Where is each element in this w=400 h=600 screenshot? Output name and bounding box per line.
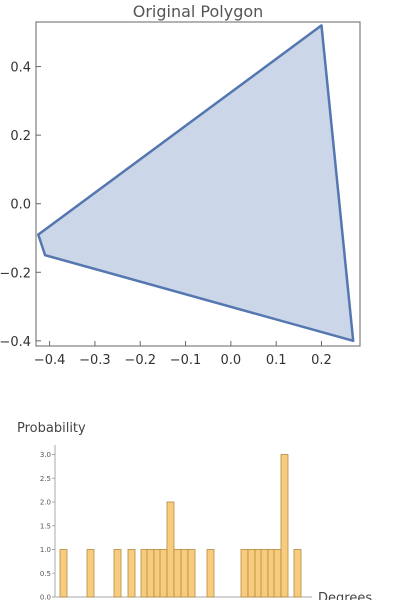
polygon-x-tick-label: 0.1 (266, 353, 287, 368)
histogram-bars (59, 454, 302, 598)
histogram-bar (280, 454, 289, 598)
histogram-y-tick-label: 1.5 (40, 522, 51, 530)
polygon-x-tick-label: −0.4 (34, 353, 66, 368)
polygon-chart: Original Polygon −0.4 −0.3 −0.2 −0.1 0.0 0.1 0… (0, 2, 361, 368)
histogram-bar (113, 549, 122, 598)
histogram-bar (146, 549, 155, 598)
polygon-x-tick-label: −0.2 (124, 353, 156, 368)
histogram-bar (59, 549, 68, 598)
histogram-bar (260, 549, 269, 598)
polygon-x-axis: −0.4 −0.3 −0.2 −0.1 0.0 0.1 0.2 (34, 341, 332, 368)
polygon-y-tick-label: 0.4 (10, 61, 31, 76)
histogram-x-axis-label: Degrees (318, 591, 372, 600)
histogram-bar (173, 549, 182, 598)
histogram-y-tick-label: 2.0 (40, 499, 51, 507)
polygon-chart-title: Original Polygon (133, 2, 264, 21)
histogram-bar (159, 549, 168, 598)
histogram-y-tick-label: 0.5 (40, 570, 51, 578)
polygon-x-tick-label: 0.2 (311, 353, 332, 368)
histogram-chart: Probability Degrees 0.0 0.5 1.0 1.5 2.0 2.5 3.… (17, 421, 372, 600)
histogram-bar (293, 549, 302, 598)
histogram-y-tick-label: 1.0 (40, 546, 51, 554)
histogram-y-axis: 0.0 0.5 1.0 1.5 2.0 2.5 3.0 (40, 451, 55, 600)
polygon-x-tick-label: −0.1 (170, 353, 202, 368)
histogram-bar (166, 501, 175, 598)
polygon-plot-frame (35, 21, 361, 347)
histogram-bar (247, 549, 256, 598)
polygon-x-tick-label: −0.3 (79, 353, 111, 368)
polygon-shape (37, 24, 355, 343)
polygon-y-tick-label: −0.4 (0, 335, 31, 350)
polygon-y-tick-label: 0.2 (10, 129, 31, 144)
polygon-y-tick-label: 0.0 (10, 198, 31, 213)
histogram-y-axis-label: Probability (17, 421, 86, 436)
histogram-bar (180, 549, 189, 598)
histogram-bar (127, 549, 136, 598)
histogram-y-tick-label: 3.0 (40, 451, 51, 459)
histogram-bar (187, 549, 196, 598)
polygon-x-tick-label: 0.0 (221, 353, 242, 368)
polygon-y-axis: −0.4 −0.2 0.0 0.2 0.4 (0, 61, 41, 350)
histogram-bar (273, 549, 282, 598)
histogram-bar (240, 549, 249, 598)
histogram-y-tick-label: 0.0 (40, 594, 51, 600)
histogram-bar (206, 549, 215, 598)
histogram-y-tick-label: 2.5 (40, 475, 51, 483)
polygon-y-tick-label: −0.2 (0, 266, 31, 281)
histogram-bar (86, 549, 95, 598)
